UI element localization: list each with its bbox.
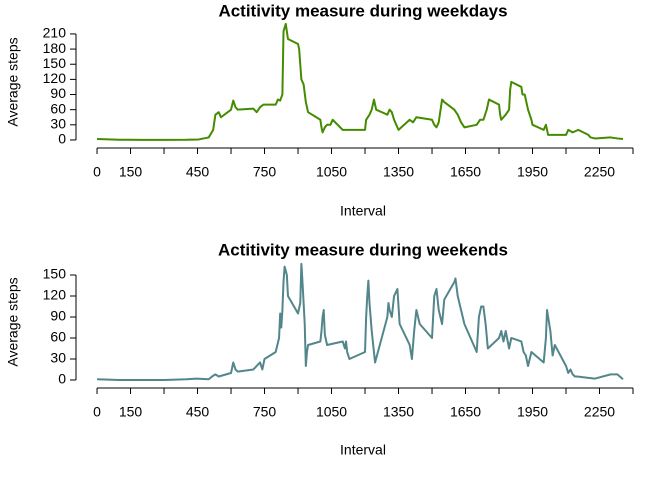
x-tick-label: 450 — [186, 164, 210, 180]
y-axis-label: Average steps — [5, 277, 21, 366]
y-tick-label: 120 — [43, 70, 67, 86]
x-tick-label: 150 — [119, 164, 143, 180]
x-tick-label: 1050 — [316, 164, 347, 180]
y-tick-label: 30 — [50, 350, 66, 366]
x-tick-label: 1950 — [517, 164, 548, 180]
y-tick-label: 90 — [50, 85, 66, 101]
y-tick-label: 150 — [43, 266, 67, 282]
y-tick-label: 30 — [50, 116, 66, 132]
x-axis-label: Interval — [340, 442, 386, 458]
chart-title: Actitivity measure during weekends — [218, 240, 508, 259]
x-tick-label: 750 — [253, 164, 277, 180]
x-tick-label: 0 — [93, 404, 101, 420]
y-tick-label: 90 — [50, 308, 66, 324]
x-tick-label: 750 — [253, 404, 277, 420]
x-tick-label: 1950 — [517, 404, 548, 420]
y-tick-label: 120 — [43, 287, 67, 303]
y-tick-label: 210 — [43, 25, 67, 41]
data-line — [97, 22, 624, 141]
y-tick-label: 150 — [43, 55, 67, 71]
y-tick-label: 0 — [58, 371, 66, 387]
data-line — [97, 262, 624, 381]
y-axis-label: Average steps — [5, 37, 21, 126]
x-axis-label: Interval — [340, 203, 386, 219]
x-tick-label: 1050 — [316, 404, 347, 420]
chart-title: Actitivity measure during weekdays — [218, 1, 507, 20]
x-tick-label: 1350 — [383, 164, 414, 180]
x-tick-label: 450 — [186, 404, 210, 420]
x-tick-label: 2250 — [584, 404, 615, 420]
y-tick-label: 0 — [58, 131, 66, 147]
x-tick-label: 150 — [119, 404, 143, 420]
y-tick-label: 60 — [50, 100, 66, 116]
y-tick-label: 60 — [50, 329, 66, 345]
y-tick-label: 180 — [43, 40, 67, 56]
x-tick-label: 2250 — [584, 164, 615, 180]
x-tick-label: 0 — [93, 164, 101, 180]
x-tick-label: 1350 — [383, 404, 414, 420]
x-tick-label: 1650 — [450, 404, 481, 420]
x-tick-label: 1650 — [450, 164, 481, 180]
